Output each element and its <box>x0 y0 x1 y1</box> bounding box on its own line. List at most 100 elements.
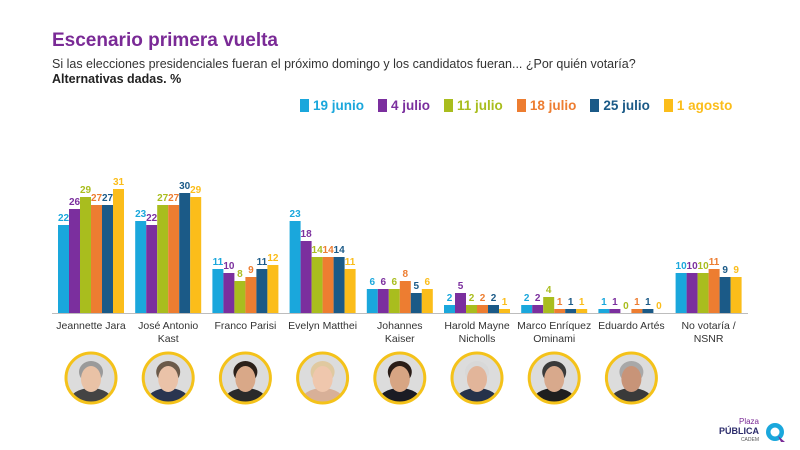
data-label: 0 <box>623 301 629 312</box>
legend-swatch <box>378 99 388 112</box>
category-label: Johannes <box>377 320 423 332</box>
data-label: 22 <box>58 213 70 224</box>
legend-label: 11 julio <box>457 98 503 113</box>
legend-swatch <box>516 99 526 112</box>
bar <box>69 209 80 313</box>
category-label: Eduardo Artés <box>598 320 665 332</box>
data-label: 9 <box>733 265 739 276</box>
bar <box>102 205 113 313</box>
bar <box>455 293 466 313</box>
data-label: 10 <box>687 261 699 272</box>
data-label: 2 <box>535 293 541 304</box>
kast-photo <box>141 351 195 405</box>
data-label: 10 <box>223 261 235 272</box>
bar <box>234 281 246 313</box>
bar <box>113 189 124 313</box>
data-label: 1 <box>612 297 618 308</box>
bar <box>565 309 577 313</box>
data-label: 29 <box>190 185 202 196</box>
bar <box>399 281 411 313</box>
data-label: 22 <box>146 213 158 224</box>
legend-swatch <box>300 99 309 112</box>
data-label: 1 <box>634 297 640 308</box>
data-label: 0 <box>656 301 662 312</box>
kaiser-photo <box>373 351 427 405</box>
bar <box>190 197 202 313</box>
data-label: 26 <box>69 197 81 208</box>
data-label: 2 <box>491 293 497 304</box>
bar <box>58 225 69 313</box>
data-label: 2 <box>524 293 530 304</box>
data-label: 30 <box>179 181 191 192</box>
data-label: 6 <box>425 277 431 288</box>
category-label: Evelyn Matthei <box>288 320 357 332</box>
data-label: 9 <box>722 265 728 276</box>
data-label: 8 <box>403 269 409 280</box>
legend-item: 18 julio <box>516 98 577 113</box>
data-label: 4 <box>546 285 552 296</box>
bar <box>719 277 731 313</box>
data-label: 14 <box>312 245 324 256</box>
bar <box>410 293 422 313</box>
bar <box>366 289 378 313</box>
bar <box>631 309 643 313</box>
bar <box>499 309 510 313</box>
legend-swatch <box>663 99 673 112</box>
category-label: No votaría / <box>681 320 735 332</box>
bar <box>212 269 224 313</box>
data-label: 1 <box>645 297 651 308</box>
data-label: 27 <box>102 193 114 204</box>
bar <box>168 205 180 313</box>
data-label: 2 <box>469 293 475 304</box>
legend-label: 19 junio <box>313 98 365 113</box>
bar <box>322 257 334 313</box>
bar <box>179 193 191 313</box>
bar <box>289 221 301 313</box>
bar <box>146 225 158 313</box>
bar <box>543 297 555 313</box>
legend-label: 18 julio <box>529 98 577 113</box>
bar <box>532 305 544 313</box>
category-label: Jeannette Jara <box>56 320 126 332</box>
category-label: Ominami <box>533 333 575 345</box>
bar <box>157 205 169 313</box>
mayne-photo <box>450 351 504 405</box>
category-label: Kaiser <box>385 333 415 345</box>
bar <box>477 305 488 313</box>
data-label: 23 <box>290 209 302 220</box>
data-label: 1 <box>502 297 508 308</box>
bar <box>488 305 499 313</box>
page-title: Escenario primera vuelta <box>52 30 278 51</box>
plaza-publica-logo: Plaza PÚBLICA CADEM <box>719 417 785 443</box>
survey-question: Si las elecciones presidenciales fueran … <box>52 57 636 71</box>
logo-line1: Plaza <box>739 417 760 426</box>
legend-swatch <box>590 99 600 112</box>
bar <box>256 269 268 313</box>
data-label: 5 <box>414 281 420 292</box>
data-label: 5 <box>458 281 464 292</box>
logo-line3: CADEM <box>741 437 759 443</box>
legend-swatch <box>444 99 454 112</box>
legend-label: 25 julio <box>603 98 650 113</box>
bar <box>80 197 91 313</box>
bar <box>311 257 323 313</box>
bar <box>609 309 621 313</box>
bar <box>300 241 312 313</box>
data-label: 27 <box>168 193 180 204</box>
data-label: 18 <box>301 229 313 240</box>
data-label: 8 <box>237 269 243 280</box>
bar <box>223 273 235 313</box>
bar <box>135 221 147 313</box>
data-label: 11 <box>709 257 720 268</box>
bar <box>91 205 102 313</box>
data-label: 9 <box>248 265 254 276</box>
parisi-photo <box>218 351 272 405</box>
data-label: 1 <box>568 297 574 308</box>
meo-photo <box>527 351 581 405</box>
bar <box>598 309 610 313</box>
data-label: 31 <box>113 177 125 188</box>
data-label: 23 <box>135 209 147 220</box>
bar <box>466 305 477 313</box>
data-label: 6 <box>370 277 376 288</box>
